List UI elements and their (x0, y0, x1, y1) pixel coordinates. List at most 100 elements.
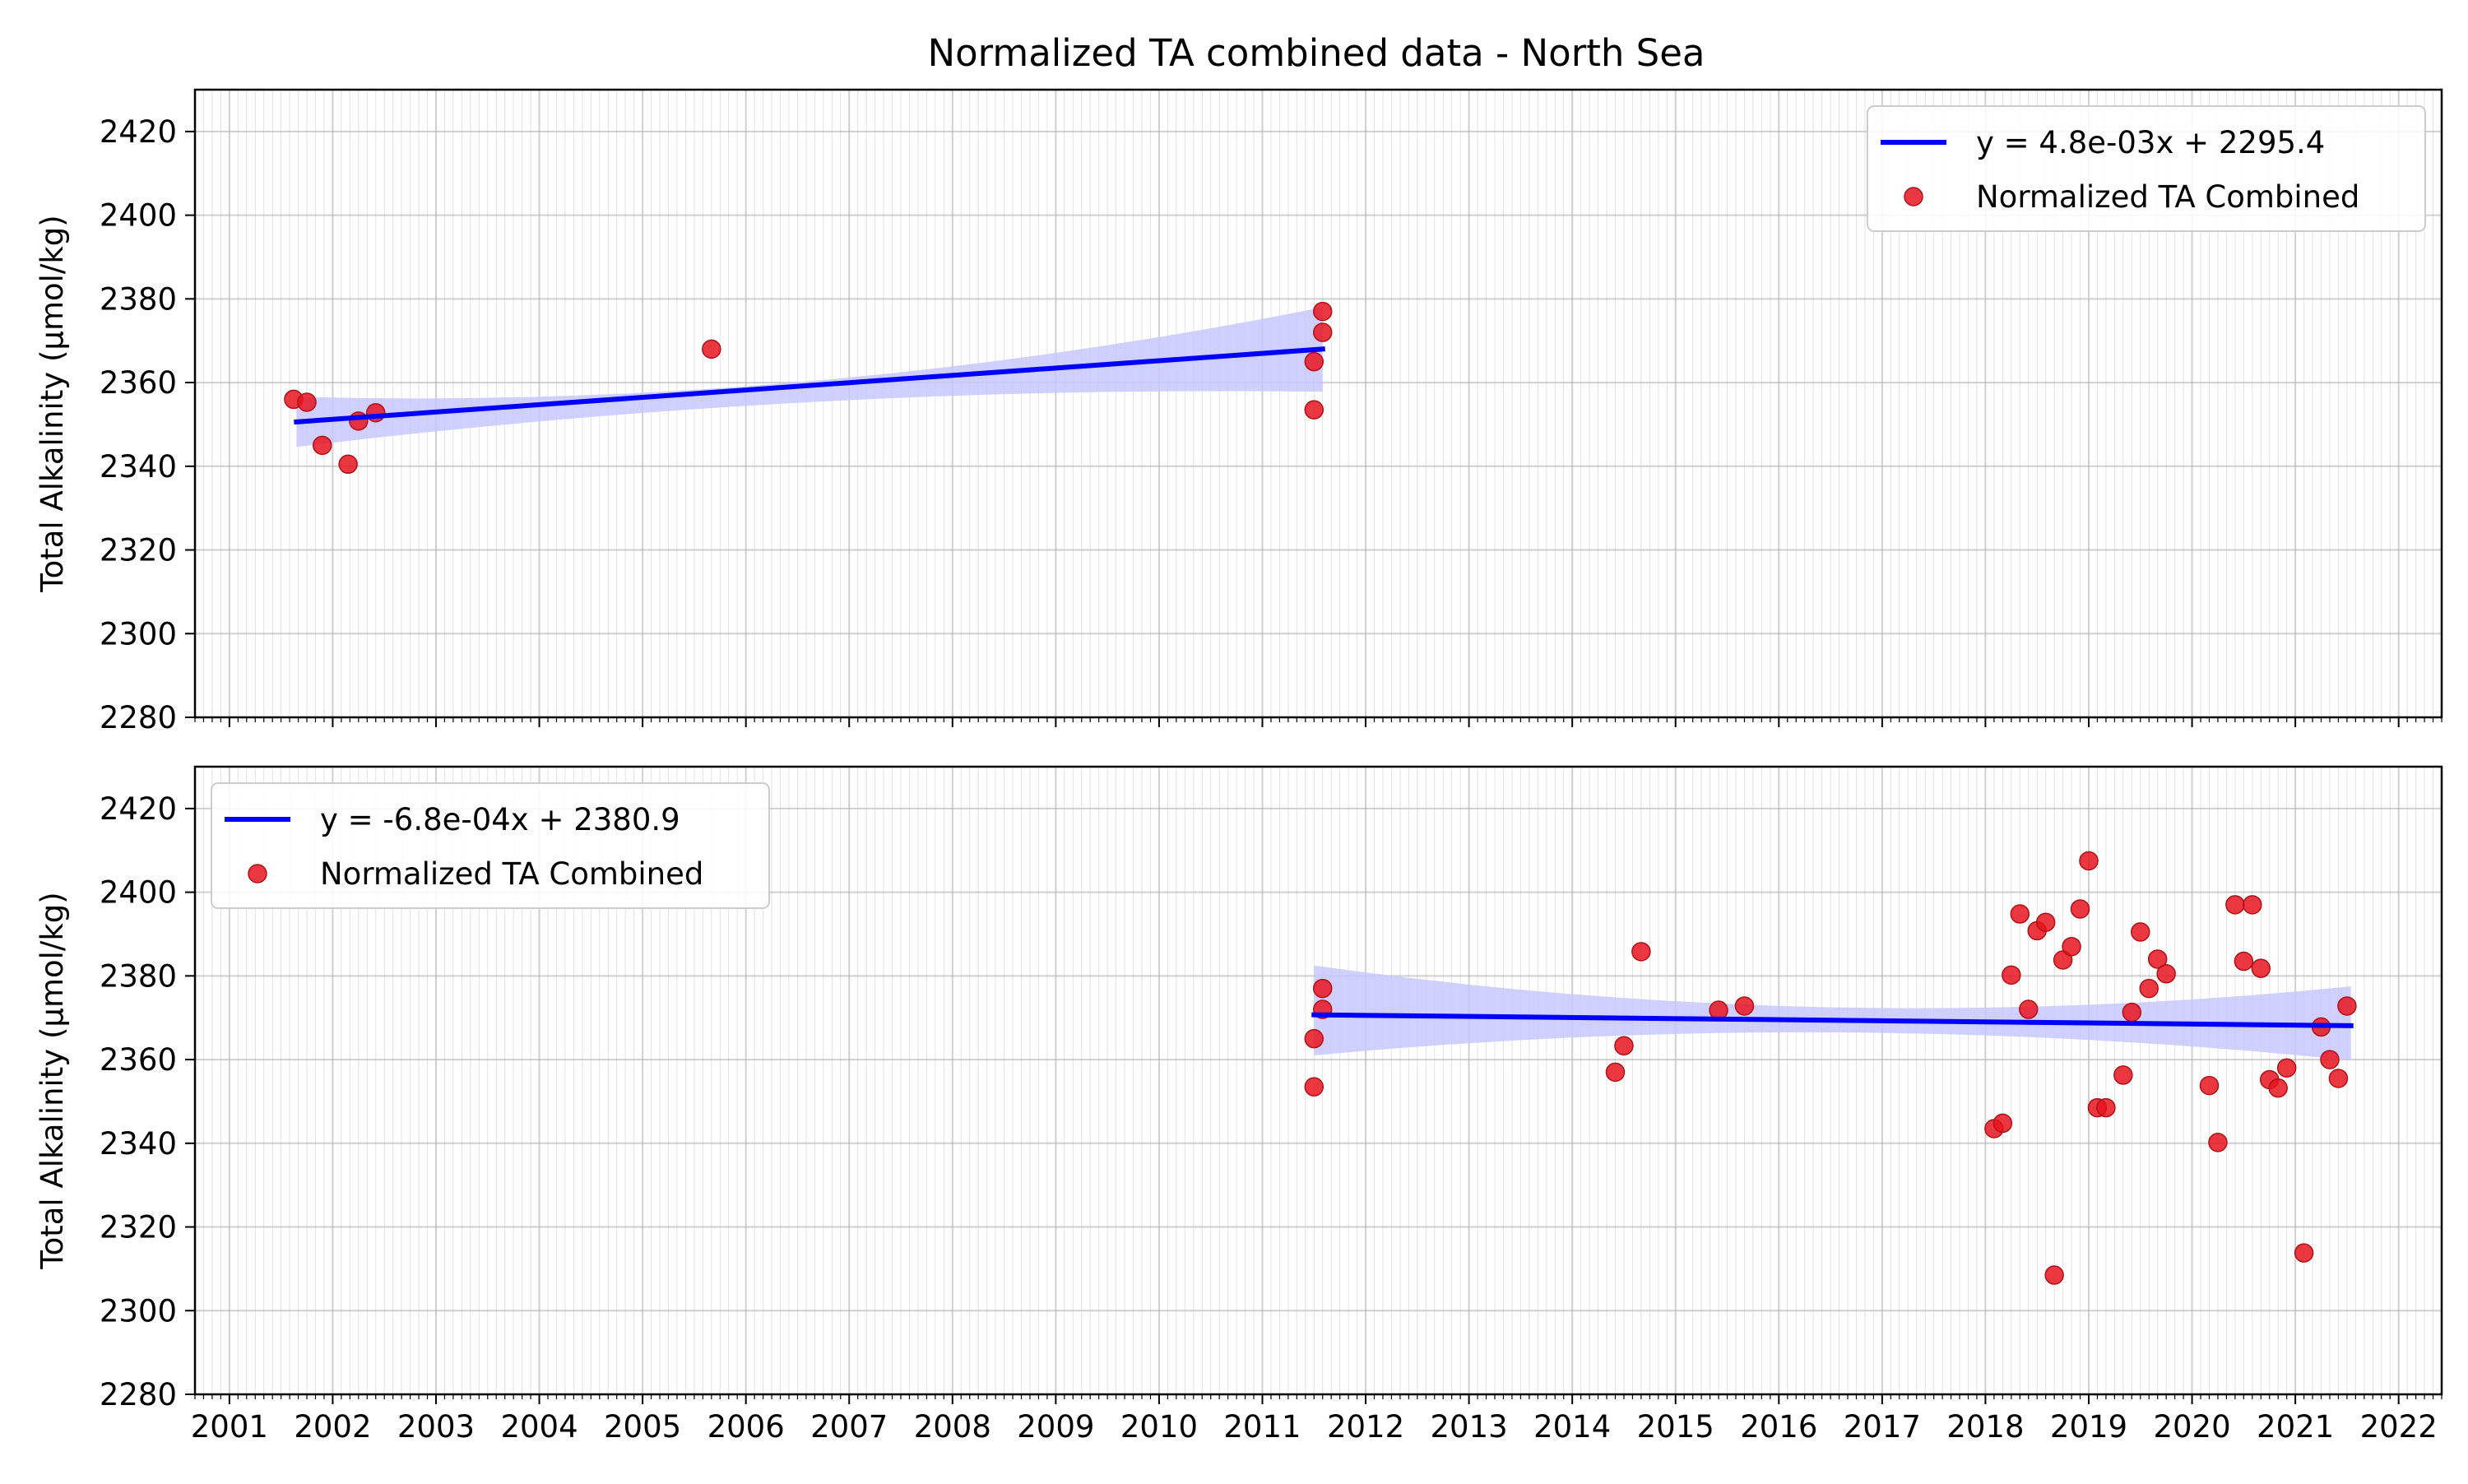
chart-title: Normalized TA combined data - North Sea (927, 31, 1705, 75)
y-tick-label: 2420 (100, 114, 177, 150)
data-point (2156, 964, 2176, 984)
y-tick-label: 2380 (100, 958, 177, 994)
y-tick-label: 2400 (100, 198, 177, 234)
data-point (1304, 351, 1324, 372)
data-point (2199, 1075, 2220, 1096)
y-axis-label: Total Alkalinity (µmol/kg) (35, 892, 70, 1269)
x-tick-label: 2022 (2360, 1409, 2438, 1445)
x-tick-label: 2005 (604, 1409, 681, 1445)
data-point (1605, 1062, 1626, 1083)
x-tick-label: 2014 (1533, 1409, 1611, 1445)
x-tick-label: 2012 (1327, 1409, 1404, 1445)
x-tick-label: 2004 (500, 1409, 578, 1445)
data-point (2225, 895, 2245, 915)
x-tick-label: 2006 (707, 1409, 785, 1445)
x-tick-label: 2021 (2257, 1409, 2334, 1445)
data-point (2320, 1050, 2340, 1069)
y-tick-label: 2320 (100, 533, 177, 568)
y-tick-label: 2320 (100, 1210, 177, 1245)
data-point (2328, 1069, 2349, 1088)
x-tick-label: 2009 (1017, 1409, 1094, 1445)
legend-fit-label: y = 4.8e-03x + 2295.4 (1976, 125, 2325, 160)
data-point (2096, 1097, 2116, 1118)
x-tick-label: 2008 (914, 1409, 991, 1445)
data-point (2018, 999, 2039, 1019)
fit-line (1311, 1012, 2354, 1028)
bottom-panel: 2280 2300 2320 2340 2360 2380 2400 2420 2001 2002… (35, 765, 2443, 1445)
data-point (2208, 1133, 2228, 1152)
data-point (2276, 1058, 2297, 1078)
data-point (2251, 958, 2271, 978)
data-point (1614, 1036, 1634, 1056)
confidence-band (1314, 965, 2351, 1061)
y-tick-label: 2420 (100, 791, 177, 827)
y-tick-label: 2280 (100, 700, 177, 735)
data-point (2243, 895, 2262, 915)
x-tick-label: 2011 (1223, 1409, 1301, 1445)
y-tick-label: 2360 (100, 365, 177, 401)
axes-frame (193, 88, 2443, 719)
data-point (2035, 912, 2056, 932)
x-tick-label: 2007 (810, 1409, 888, 1445)
top-panel: 2280 2300 2320 2340 2360 2380 2400 2420 Total Al… (35, 88, 2443, 735)
x-tick-label: 2003 (397, 1409, 475, 1445)
x-tick-label: 2019 (2050, 1409, 2127, 1445)
legend-marker-swatch (1904, 187, 1923, 206)
x-tick-label: 2002 (294, 1409, 371, 1445)
y-tick-label: 2360 (100, 1042, 177, 1078)
x-tick-label: 2001 (191, 1409, 268, 1445)
y-tick-label: 2300 (100, 1293, 177, 1329)
legend: y = -6.8e-04x + 2380.9 Normalized TA Comb… (211, 782, 770, 909)
data-point (2147, 949, 2168, 969)
confidence-band (296, 307, 1323, 448)
data-point (2070, 899, 2090, 919)
data-point (2268, 1078, 2288, 1098)
data-point (1312, 301, 1333, 322)
x-tick-label: 2010 (1120, 1409, 1198, 1445)
data-point (2044, 1265, 2064, 1285)
data-point (1304, 1077, 1324, 1097)
data-point (1312, 322, 1333, 342)
data-point (297, 392, 317, 412)
data-point (2122, 1002, 2142, 1023)
legend-box (211, 782, 770, 909)
x-tick-label: 2013 (1431, 1409, 1508, 1445)
axes-frame (193, 765, 2443, 1396)
y-axis-label: Total Alkalinity (µmol/kg) (35, 215, 70, 592)
legend-series-label: Normalized TA Combined (1976, 179, 2359, 215)
legend-series-label: Normalized TA Combined (320, 856, 703, 892)
data-point (2062, 936, 2081, 957)
x-tick-label: 2017 (1844, 1409, 1921, 1445)
data-point (2010, 904, 2030, 924)
y-tick-label: 2280 (100, 1377, 177, 1412)
data-point (312, 435, 332, 456)
y-tick-label: 2340 (100, 449, 177, 485)
x-tick-label: 2018 (1946, 1409, 2024, 1445)
x-tick-label: 2015 (1637, 1409, 1714, 1445)
data-point (702, 339, 721, 359)
data-point (1734, 996, 1755, 1016)
data-point (2002, 965, 2021, 985)
data-point (2079, 851, 2099, 871)
legend-box (1867, 105, 2426, 232)
data-point (2131, 922, 2150, 942)
data-point (2113, 1065, 2133, 1085)
data-point (1304, 1028, 1324, 1049)
data-point (2337, 996, 2357, 1016)
y-tick-label: 2400 (100, 875, 177, 911)
data-point (2139, 978, 2159, 999)
data-point (1631, 942, 1651, 962)
fit-line (294, 346, 1325, 425)
data-point (2234, 951, 2254, 972)
x-tick-label: 2020 (2153, 1409, 2230, 1445)
legend: y = 4.8e-03x + 2295.4 Normalized TA Combi… (1867, 105, 2426, 232)
y-tick-label: 2380 (100, 281, 177, 317)
data-point (2294, 1243, 2314, 1263)
legend-fit-label: y = -6.8e-04x + 2380.9 (320, 802, 680, 837)
data-point (1992, 1113, 2013, 1134)
legend-marker-swatch (248, 864, 267, 883)
data-point (338, 454, 358, 475)
x-tick-label: 2016 (1740, 1409, 1817, 1445)
